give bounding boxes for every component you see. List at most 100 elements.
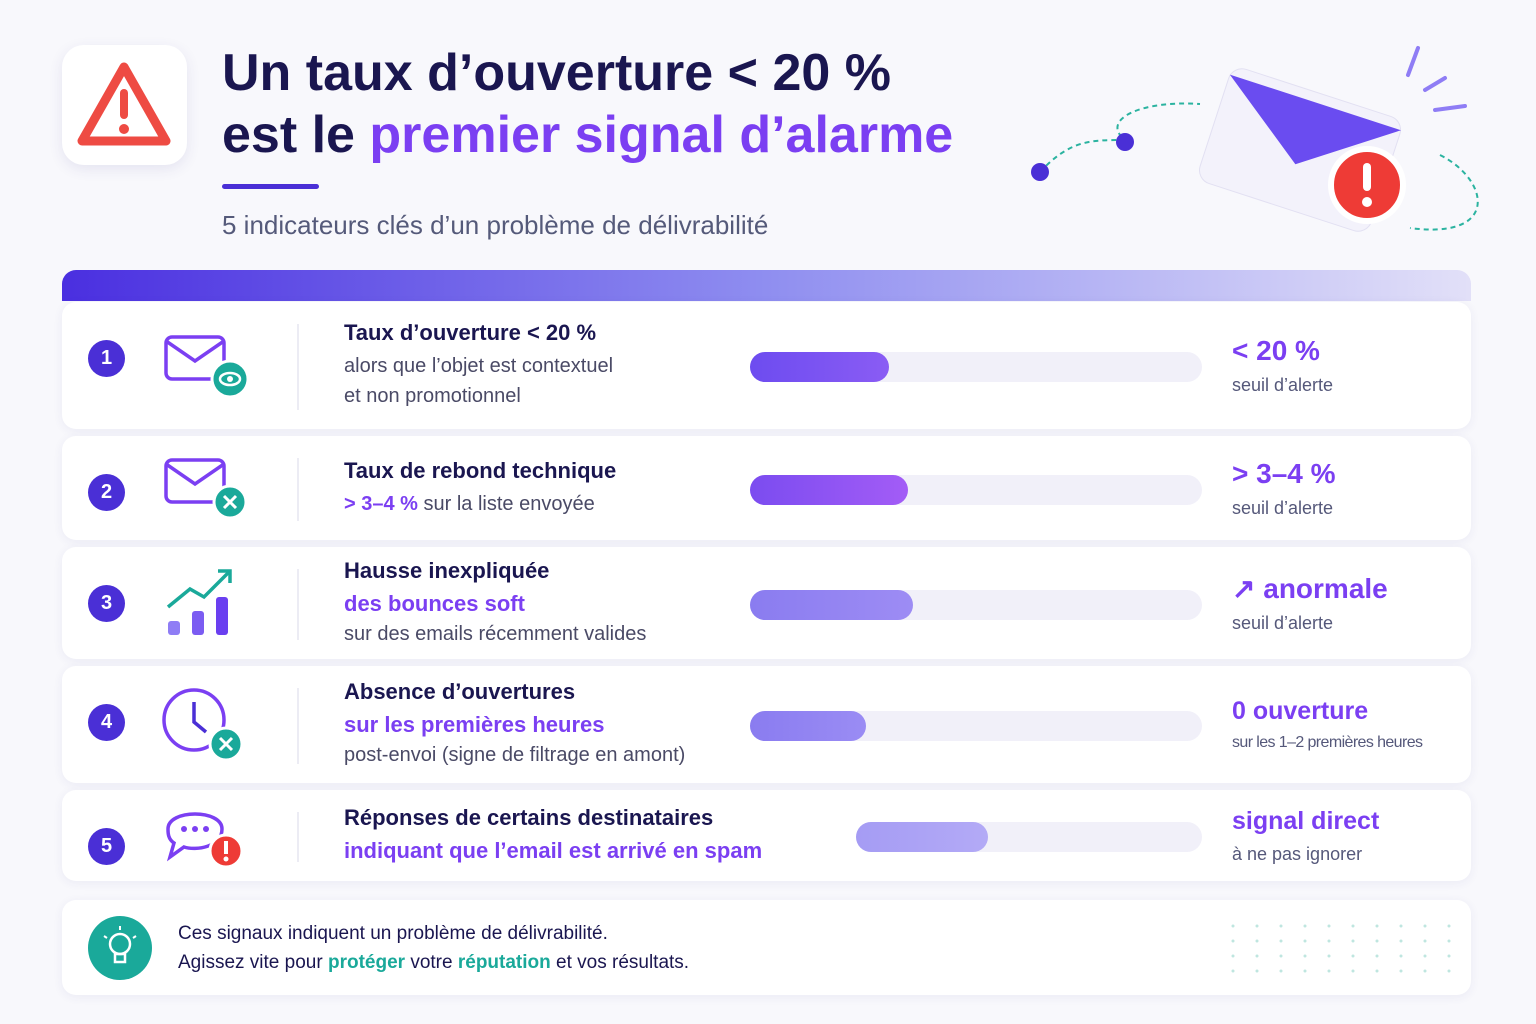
gauge-fill <box>750 589 913 620</box>
dot <box>1303 969 1307 973</box>
row-value: < 20 % seuil d’alerte <box>1232 302 1333 429</box>
value: 0 ouverture <box>1232 697 1369 725</box>
row-value: 0 ouverture sur les 1–2 premières heures <box>1232 666 1423 783</box>
dot <box>1231 924 1235 928</box>
dot <box>1423 954 1427 958</box>
row-icon <box>166 812 244 869</box>
row-number: 1 <box>88 340 125 377</box>
row-number: 4 <box>88 704 125 741</box>
dot <box>1327 939 1331 943</box>
highlight-text: indiquant que l’email est arrivé en spam <box>344 838 763 863</box>
row-line: et non promotionnel <box>344 381 613 411</box>
divider <box>297 688 299 764</box>
row-line: > 3–4 % sur la liste envoyée <box>344 489 616 519</box>
title-line: Un taux d’ouverture < 20 % <box>222 44 891 102</box>
gauge-track <box>856 822 1202 852</box>
dot <box>1255 954 1259 958</box>
row-line: indiquant que l’email est arrivé en spam <box>344 836 762 866</box>
dot <box>1279 939 1283 943</box>
row-line: alors que l’objet est contextuel <box>344 351 613 381</box>
row-title: Taux d’ouverture < 20 % <box>344 320 597 345</box>
highlight-text: protéger <box>327 952 406 973</box>
dot <box>1399 969 1403 973</box>
text: et non promotionnel <box>344 385 521 407</box>
divider <box>297 812 299 862</box>
dot <box>1279 924 1283 928</box>
envelope-illustration <box>1031 46 1479 232</box>
title-text: est le <box>222 106 370 164</box>
dot <box>1303 954 1307 958</box>
dot <box>1351 939 1355 943</box>
row-number: 3 <box>88 585 125 622</box>
row-line: sur des emails récemment valides <box>344 619 646 649</box>
dot <box>1423 939 1427 943</box>
value-note: seuil d’alerte <box>1232 497 1334 518</box>
title: Un taux d’ouverture < 20 % est le premie… <box>222 42 953 166</box>
row-text: Absence d’ouvertures sur les premières he… <box>344 666 685 783</box>
value: ↗ anormale <box>1232 573 1388 604</box>
highlight-text: des bounces soft <box>344 590 525 616</box>
value: signal direct <box>1232 806 1380 835</box>
row-number: 5 <box>88 828 125 865</box>
value-note: sur les 1–2 premières heures <box>1232 734 1423 751</box>
dot <box>1231 969 1235 973</box>
text: sur des emails récemment valides <box>344 622 647 645</box>
title-highlight: premier signal d’alarme <box>369 106 954 164</box>
row-value: > 3–4 % seuil d’alerte <box>1232 436 1336 540</box>
row-title: Réponses de certains destinataires <box>344 805 714 830</box>
dot <box>1255 969 1259 973</box>
highlight-text: > 3–4 % <box>344 492 418 515</box>
gauge-fill <box>750 474 908 505</box>
row-number: 2 <box>88 474 125 511</box>
dot <box>1303 924 1307 928</box>
dot <box>1279 954 1283 958</box>
dot <box>1351 924 1355 928</box>
text: et vos résultats. <box>550 952 690 973</box>
footer-line: Ces signaux indiquent un problème de dél… <box>178 923 608 944</box>
footer-card: Ces signaux indiquent un problème de dél… <box>62 900 1471 995</box>
dot <box>1351 954 1355 958</box>
dot <box>1327 969 1331 973</box>
dot <box>1399 954 1403 958</box>
row-icon <box>162 688 244 762</box>
value: < 20 % <box>1232 335 1320 366</box>
warning-card <box>62 45 187 165</box>
dot <box>1303 939 1307 943</box>
row-value: signal direct à ne pas ignorer <box>1232 790 1379 881</box>
footer-line: Agissez vite pour protéger votre réputat… <box>178 948 689 977</box>
gauge-fill <box>750 352 889 382</box>
header-bar <box>62 270 1471 301</box>
gauge-track <box>750 352 1202 382</box>
dot <box>1231 939 1235 943</box>
row-title: Hausse inexpliquée <box>344 557 550 583</box>
gauge-fill <box>856 822 988 852</box>
row-icon <box>164 457 248 519</box>
row-line: sur les premières heures <box>344 710 685 740</box>
title-line: est le premier signal d’alarme <box>222 104 953 166</box>
value-note: seuil d’alerte <box>1232 613 1334 633</box>
value-note: seuil d’alerte <box>1232 375 1334 395</box>
dot <box>1375 924 1379 928</box>
dot <box>1255 924 1259 928</box>
dot <box>1447 969 1451 973</box>
highlight-text: sur les premières heures <box>344 712 605 737</box>
dot <box>1279 969 1283 973</box>
gauge-track <box>750 711 1202 741</box>
footer-text: Ces signaux indiquent un problème de dél… <box>178 919 689 977</box>
text: post-envoi (signe de filtrage en amont) <box>344 744 686 766</box>
row-title: Absence d’ouvertures <box>344 679 576 704</box>
text: alors que l’objet est contextuel <box>344 355 614 377</box>
dot <box>1447 939 1451 943</box>
dot-grid <box>1231 924 1451 973</box>
dot <box>1447 954 1451 958</box>
dot <box>1399 939 1403 943</box>
dot <box>1375 969 1379 973</box>
dot <box>1399 924 1403 928</box>
subtitle: 5 indicateurs clés d’un problème de déli… <box>222 210 769 240</box>
text: votre <box>405 952 458 973</box>
gauge-track <box>750 589 1202 620</box>
gauge-track <box>750 474 1202 505</box>
text: sur la liste envoyée <box>417 492 595 515</box>
dot <box>1423 969 1427 973</box>
